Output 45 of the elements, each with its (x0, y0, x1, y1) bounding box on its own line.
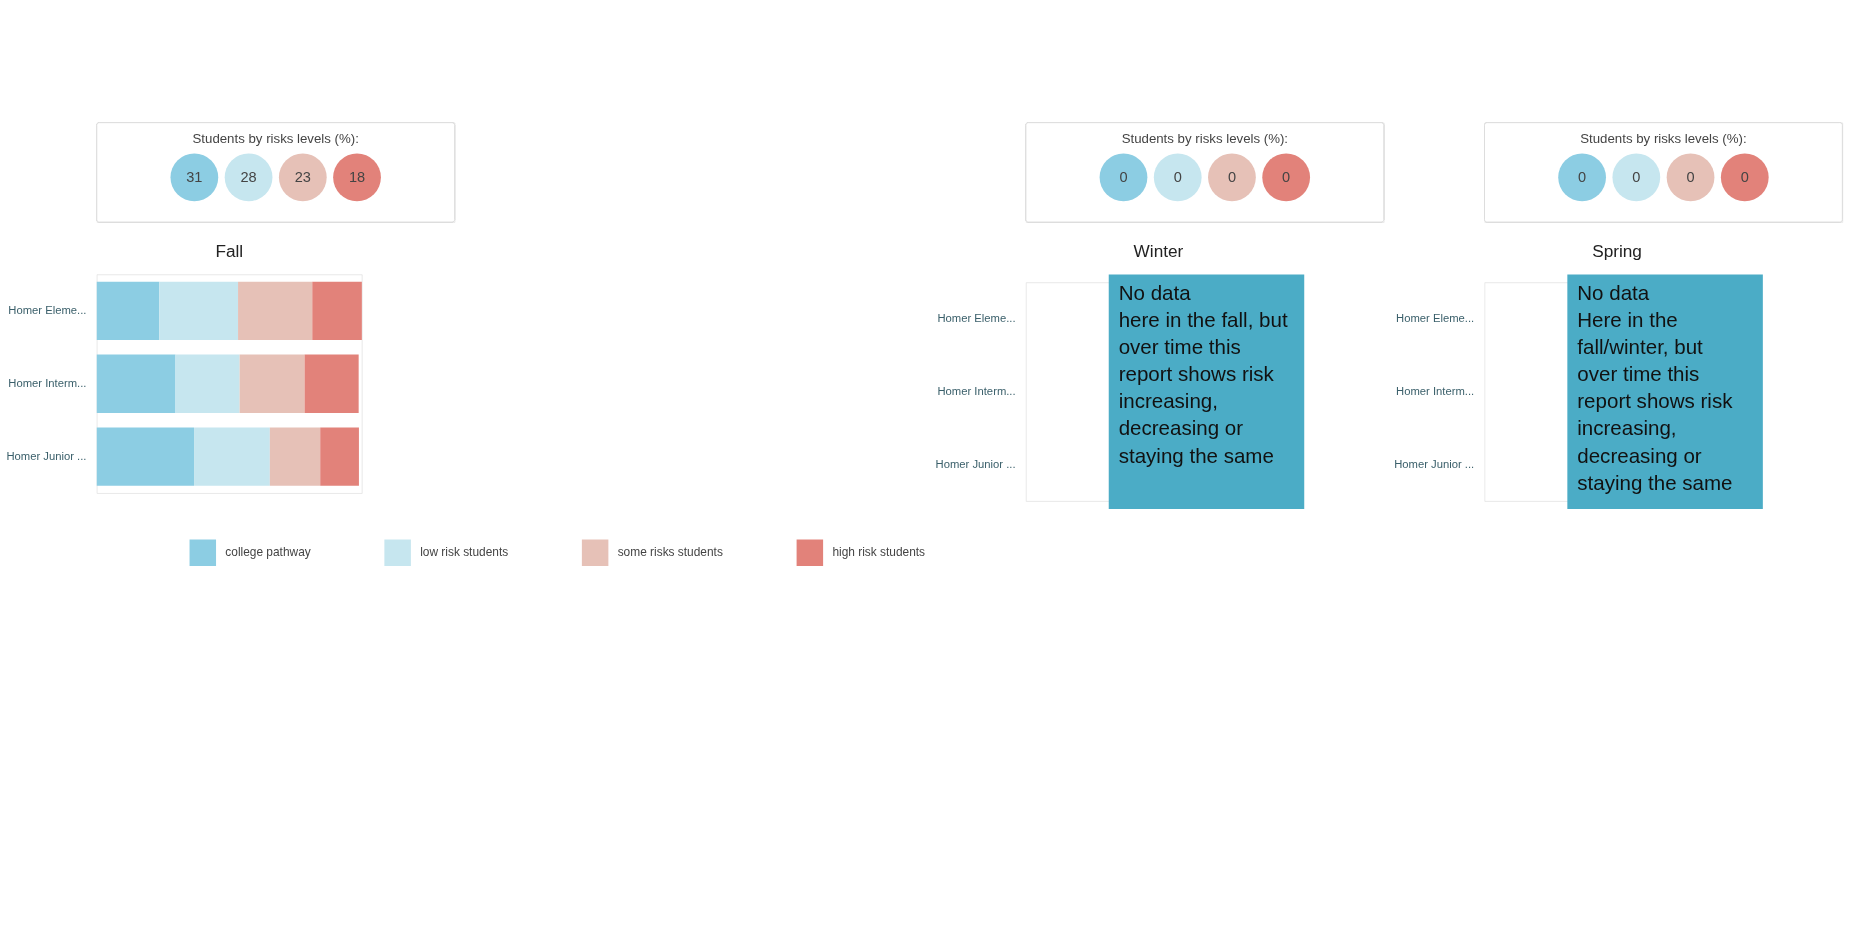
data-label: 31 (186, 168, 203, 185)
bar (239, 354, 305, 413)
category-label: Homer Junior ... (935, 458, 1016, 471)
category-label: Homer Junior ... (1394, 458, 1475, 471)
text: Spring (1592, 240, 1642, 261)
data-label: 0 (1173, 168, 1182, 185)
y-tick-label: Homer Eleme... (8, 304, 87, 317)
text: Students by risks levels (%): (1580, 131, 1747, 147)
data-label: 18 (348, 168, 366, 185)
bar (175, 354, 240, 413)
bar (96, 281, 160, 341)
data-label: 0 (1632, 168, 1641, 185)
bar (312, 281, 362, 341)
bar (238, 281, 313, 341)
text: No data Here in the fall/winter, but over time this report shows risk increasing, decreasing or staying the same (1577, 280, 1734, 494)
bar (320, 427, 359, 486)
data-label: 0 (1227, 168, 1236, 185)
data-label: 23 (294, 168, 311, 185)
legend-label: low risk students (420, 545, 509, 560)
y-tick-label: Homer Junior ... (6, 449, 87, 462)
text: Students by risks levels (%): (192, 131, 359, 147)
category-label: Homer Eleme... (1396, 312, 1475, 325)
category-label: Homer Interm... (1396, 385, 1475, 398)
bar (96, 354, 176, 413)
data-label: 0 (1740, 168, 1749, 185)
data-label: 28 (240, 168, 257, 185)
bar (304, 354, 359, 413)
legend-label: some risks students (617, 545, 723, 560)
bar (194, 427, 270, 486)
legend-label: high risk students (832, 545, 926, 560)
y-tick-label: Homer Interm... (8, 377, 87, 390)
chart-title: Fall (215, 240, 244, 261)
data-label: 0 (1686, 168, 1695, 185)
data-label: 0 (1578, 168, 1587, 185)
category-label: Homer Eleme... (937, 312, 1016, 325)
text: Winter (1133, 240, 1184, 261)
bar (96, 427, 195, 486)
text: Students by risks levels (%): (1121, 131, 1289, 147)
legend-label: college pathway (225, 545, 311, 560)
text: No data here in the fall, but over time this report shows risk increasing, decreasing or staying the same (1118, 280, 1288, 467)
category-label: Homer Interm... (937, 385, 1016, 398)
data-label: 0 (1119, 168, 1128, 185)
bar (269, 427, 321, 486)
data-label: 0 (1282, 168, 1291, 185)
bar (159, 281, 239, 341)
